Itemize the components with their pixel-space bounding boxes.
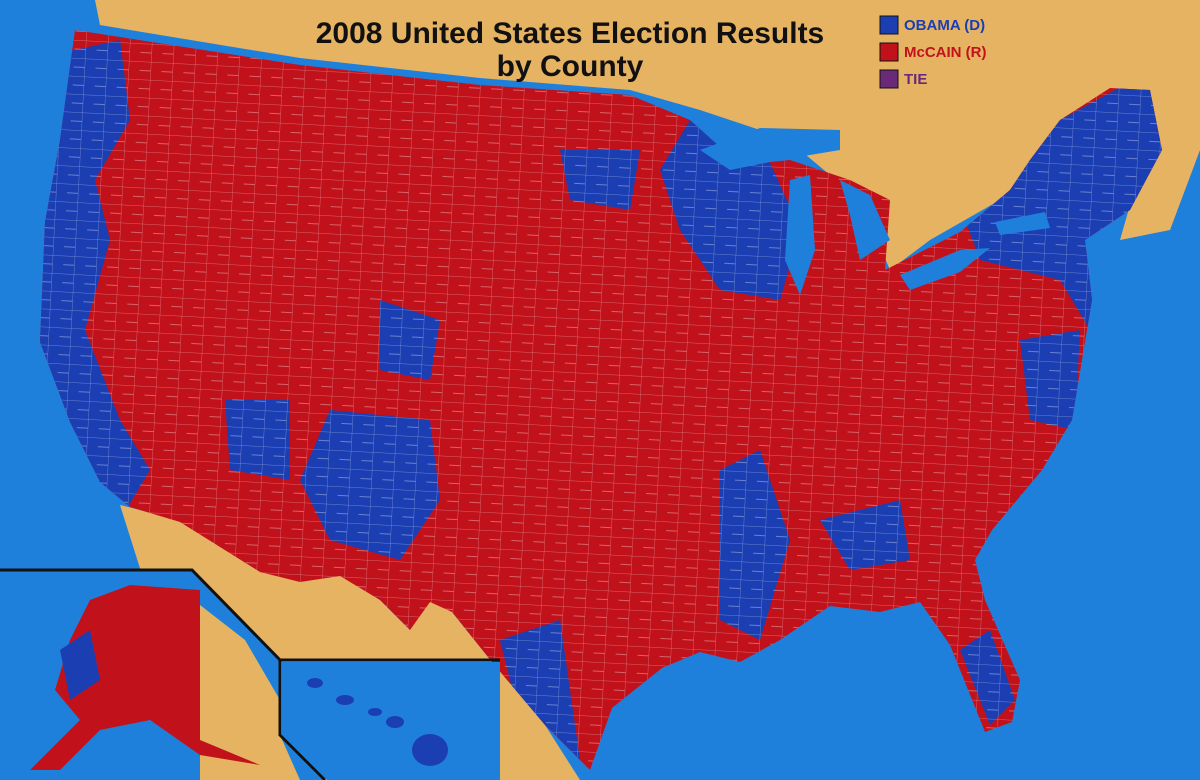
map-title: by County	[497, 50, 644, 83]
great-lakes	[700, 128, 1050, 295]
legend-swatch	[879, 15, 899, 35]
lake-ontario	[995, 212, 1050, 235]
hawaii	[307, 678, 448, 766]
island	[307, 678, 323, 688]
legend-label: McCAIN (R)	[904, 44, 987, 61]
island	[412, 734, 448, 766]
lake-huron	[840, 180, 890, 260]
canada-inset	[200, 605, 300, 780]
lake-superior	[700, 128, 840, 170]
legend-swatch	[879, 69, 899, 89]
legend: OBAMA (D) McCAIN (R) TIE	[879, 15, 987, 89]
legend-label: OBAMA (D)	[904, 17, 985, 34]
island	[368, 708, 382, 716]
lake-michigan	[785, 175, 815, 295]
alaska	[30, 585, 260, 770]
alaska-blue	[60, 630, 100, 700]
map-title: 2008 United States Election Results	[316, 17, 825, 50]
legend-label: TIE	[904, 71, 927, 88]
legend-swatch	[879, 42, 899, 62]
canada	[95, 0, 1200, 270]
island	[336, 695, 354, 705]
island	[386, 716, 404, 728]
lake-erie	[900, 248, 990, 290]
